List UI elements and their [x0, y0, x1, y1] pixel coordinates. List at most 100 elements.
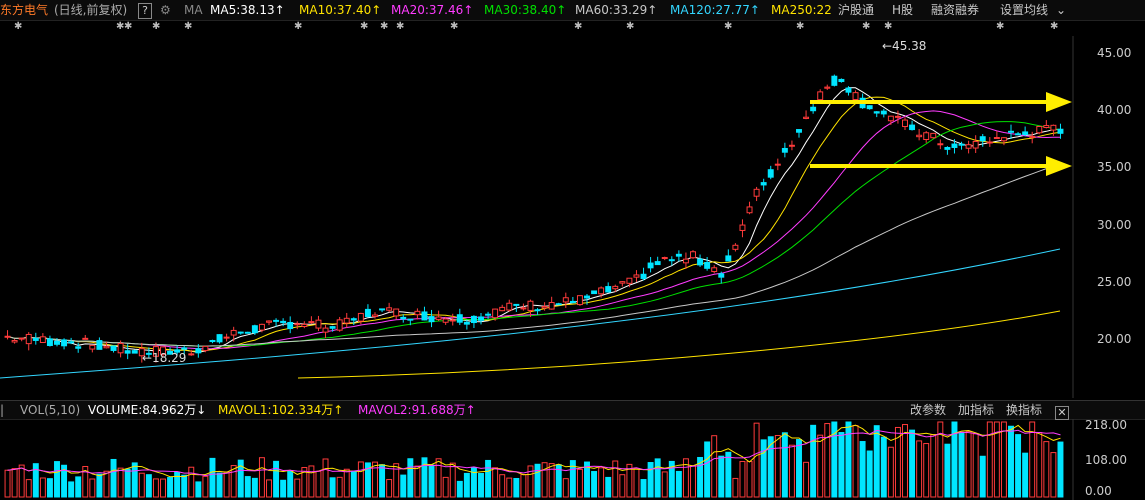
- volume-bar[interactable]: [986, 421, 993, 498]
- candlestick[interactable]: [541, 302, 548, 311]
- candlestick[interactable]: [329, 325, 336, 332]
- candlestick[interactable]: [845, 86, 852, 96]
- volume-bar[interactable]: [675, 470, 682, 498]
- volume-bar[interactable]: [167, 477, 174, 498]
- candlestick[interactable]: [301, 321, 308, 329]
- event-marker[interactable]: ✱: [862, 21, 871, 32]
- candlestick[interactable]: [979, 133, 986, 147]
- candlestick[interactable]: [61, 338, 68, 350]
- event-marker[interactable]: ✱: [184, 21, 193, 32]
- candlestick[interactable]: [591, 290, 598, 295]
- candlestick[interactable]: [506, 299, 513, 312]
- candlestick[interactable]: [725, 249, 732, 262]
- volume-bar[interactable]: [781, 432, 788, 498]
- volume-bar[interactable]: [117, 467, 124, 498]
- volume-bar[interactable]: [965, 431, 972, 498]
- event-marker[interactable]: ✱: [626, 21, 635, 32]
- volume-bar[interactable]: [866, 450, 873, 498]
- candlestick[interactable]: [774, 158, 781, 171]
- candlestick[interactable]: [767, 165, 774, 180]
- volume-bar[interactable]: [54, 461, 60, 498]
- volume-bar[interactable]: [817, 434, 824, 498]
- volume-bar[interactable]: [668, 460, 675, 498]
- candlestick[interactable]: [266, 320, 272, 326]
- volume-bar[interactable]: [972, 433, 979, 498]
- candlestick[interactable]: [838, 78, 845, 83]
- volume-bar[interactable]: [449, 462, 456, 498]
- candlestick[interactable]: [322, 324, 329, 339]
- event-marker[interactable]: ✱: [396, 21, 405, 32]
- candlestick[interactable]: [951, 139, 958, 154]
- candlestick[interactable]: [1022, 126, 1029, 137]
- candlestick[interactable]: [1029, 131, 1036, 144]
- volume-bar[interactable]: [541, 462, 548, 498]
- volume-bar[interactable]: [902, 424, 908, 498]
- volume-bar[interactable]: [810, 424, 817, 498]
- hk-connect-button[interactable]: 沪股通: [838, 3, 875, 17]
- volume-bar[interactable]: [61, 464, 68, 498]
- candlestick[interactable]: [96, 337, 103, 350]
- volume-bar[interactable]: [308, 465, 315, 498]
- candlestick[interactable]: [251, 324, 258, 335]
- candlestick[interactable]: [633, 270, 640, 282]
- candlestick[interactable]: [1008, 124, 1014, 139]
- volume-bar[interactable]: [237, 459, 244, 498]
- volume-bar[interactable]: [930, 434, 937, 498]
- candlestick[interactable]: [400, 314, 407, 323]
- volume-bar[interactable]: [548, 463, 555, 498]
- candlestick[interactable]: [972, 135, 979, 154]
- event-marker[interactable]: ✱: [152, 21, 161, 32]
- volume-bar[interactable]: [442, 476, 449, 498]
- volume-bar[interactable]: [576, 468, 583, 498]
- event-marker[interactable]: ✱: [996, 21, 1005, 32]
- volume-bar[interactable]: [774, 435, 781, 498]
- candlestick[interactable]: [576, 295, 583, 306]
- volume-bar[interactable]: [845, 421, 852, 498]
- candlestick[interactable]: [364, 304, 371, 318]
- candlestick[interactable]: [704, 257, 711, 271]
- volume-bar[interactable]: [697, 456, 704, 498]
- candlestick[interactable]: [110, 345, 117, 353]
- volume-bar[interactable]: [75, 476, 82, 498]
- event-marker[interactable]: ✱: [14, 21, 23, 32]
- volume-bar[interactable]: [11, 468, 18, 498]
- volume-bar[interactable]: [478, 472, 484, 498]
- volume-bar[interactable]: [880, 436, 887, 498]
- candlestick[interactable]: [619, 281, 626, 287]
- volume-bar[interactable]: [803, 461, 810, 498]
- candlestick[interactable]: [675, 250, 682, 262]
- event-marker[interactable]: ✱: [380, 21, 389, 32]
- volume-bar[interactable]: [1022, 452, 1029, 498]
- candlestick[interactable]: [569, 296, 576, 304]
- candlestick[interactable]: [682, 252, 689, 269]
- candlestick[interactable]: [661, 256, 668, 261]
- candlestick[interactable]: [817, 89, 824, 101]
- event-marker[interactable]: ✱: [1050, 21, 1059, 32]
- volume-bar[interactable]: [456, 480, 463, 498]
- candlestick[interactable]: [379, 308, 386, 313]
- candlestick[interactable]: [626, 277, 633, 288]
- candlestick[interactable]: [435, 310, 442, 321]
- candlestick[interactable]: [718, 271, 725, 284]
- gear-icon[interactable]: ⚙: [160, 3, 171, 17]
- volume-bar[interactable]: [174, 471, 181, 498]
- volume-bar[interactable]: [760, 439, 767, 498]
- candlestick[interactable]: [315, 315, 322, 332]
- volume-bar[interactable]: [838, 432, 845, 498]
- candlestick[interactable]: [463, 319, 470, 330]
- volume-bar[interactable]: [103, 470, 110, 498]
- candlestick[interactable]: [739, 219, 746, 238]
- volume-bar[interactable]: [364, 462, 371, 498]
- volume-bar[interactable]: [202, 475, 209, 498]
- volume-bar[interactable]: [1057, 441, 1064, 498]
- candlestick[interactable]: [75, 342, 82, 353]
- volume-bar[interactable]: [746, 460, 753, 498]
- candlestick[interactable]: [456, 308, 463, 326]
- event-marker[interactable]: ✱: [360, 21, 369, 32]
- candlestick[interactable]: [824, 84, 831, 90]
- volume-bar[interactable]: [704, 441, 711, 498]
- candlestick[interactable]: [944, 146, 951, 155]
- candlestick[interactable]: [124, 344, 131, 360]
- volume-bar[interactable]: [979, 455, 986, 498]
- volume-bar[interactable]: [513, 477, 520, 498]
